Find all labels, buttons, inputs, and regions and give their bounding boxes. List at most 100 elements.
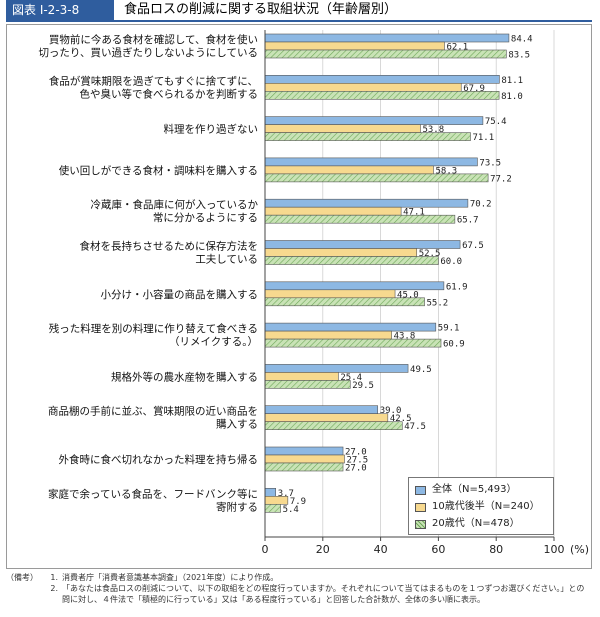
category-label: 小分け・小容量の商品を購入する (101, 288, 259, 301)
bar-twenties (264, 49, 507, 59)
bar-value-label: 67.5 (462, 241, 484, 251)
figure-header: 図表 I-2-3-8 食品ロスの削減に関する取組状況（年齢層別） (6, 0, 592, 20)
legend-swatch-all (415, 485, 426, 495)
bar-value-label: 43.8 (394, 332, 416, 342)
bar-teen (264, 495, 289, 505)
bar-twenties (264, 173, 489, 183)
header-rule (6, 20, 592, 22)
category-label: （リメイクする。） (169, 336, 258, 348)
legend-swatch-twenties (415, 519, 426, 529)
figure-title: 食品ロスの削減に関する取組状況（年齢層別） (124, 2, 398, 17)
bar-value-label: 75.4 (485, 117, 507, 127)
x-tick-label: 80 (489, 543, 503, 556)
bar-value-label: 71.1 (472, 133, 494, 143)
bar-value-label: 60.0 (440, 257, 462, 267)
bar-value-label: 58.3 (435, 166, 457, 176)
notes: （備考） 1. 消費者庁「消費者意識基本調査」（2021年度）により作成。 2.… (6, 572, 592, 605)
chart-legend: 全体（N=5,493） 10歳代後半（N=240） 20歳代（N=478） (408, 477, 554, 535)
bar-value-label: 55.2 (427, 298, 449, 308)
bar-all (264, 33, 510, 43)
bar-value-label: 67.9 (463, 84, 485, 94)
bar-value-label: 29.5 (352, 381, 374, 391)
bar-teen (264, 124, 421, 133)
legend-item-all: 全体（N=5,493） (415, 483, 517, 497)
bar-value-label: 53.8 (422, 125, 444, 135)
bar-all (264, 281, 445, 291)
bar-twenties (264, 462, 344, 472)
bar-teen (264, 413, 389, 423)
bar-value-label: 7.9 (290, 497, 306, 507)
bar-teen (264, 83, 462, 92)
bar-value-label: 77.2 (490, 174, 512, 184)
legend-item-twenties: 20歳代（N=478） (415, 517, 520, 531)
category-label: 工夫している (195, 254, 258, 266)
category-label: 食品が賞味期限を過ぎてもすぐに捨てずに、 (49, 74, 258, 87)
bar-all (264, 364, 409, 373)
category-label: 切ったり、買い過ぎたりしないようにしている (38, 46, 258, 59)
bar-twenties (264, 338, 442, 348)
notes-label: （備考） (6, 573, 38, 582)
legend-item-teen: 10歳代後半（N=240） (415, 500, 540, 514)
bar-value-label: 60.9 (443, 340, 465, 350)
bar-value-label: 81.0 (501, 92, 523, 102)
bar-all (264, 446, 344, 456)
bar-teen (264, 165, 434, 175)
category-label: 外食時に食べ切れなかった料理を持ち帰る (59, 453, 259, 466)
bar-value-label: 3.7 (278, 489, 294, 499)
category-label: 使い回しができる食材・調味料を購入する (59, 164, 258, 177)
bar-all (264, 75, 500, 84)
bar-value-label: 27.0 (345, 448, 367, 458)
bar-teen (264, 206, 402, 216)
category-label: 常に分かるようにする (153, 211, 258, 224)
legend-swatch-teen (415, 502, 426, 512)
bar-value-label: 27.0 (345, 464, 367, 474)
bar-teen (264, 289, 396, 299)
bar-value-label: 49.5 (410, 365, 432, 375)
bar-all (264, 157, 478, 167)
category-label: 残った料理を別の料理に作り替えて食べきる (49, 322, 258, 335)
bar-value-label: 73.5 (479, 158, 501, 168)
bar-value-label: 81.1 (501, 76, 523, 86)
x-tick-label: 40 (374, 543, 388, 556)
x-tick-label: 20 (316, 543, 330, 556)
bar-teen (264, 454, 345, 464)
category-label: 規格外等の農水産物を購入する (111, 370, 258, 383)
bar-teen (264, 41, 445, 51)
legend-label-all: 全体（N=5,493） (432, 484, 517, 495)
bar-all (264, 198, 469, 208)
bar-all (264, 405, 379, 415)
bar-value-label: 65.7 (457, 216, 479, 226)
bar-twenties (264, 297, 425, 307)
bar-twenties (264, 214, 456, 224)
category-label: 冷蔵庫・食品庫に何が入っているか (91, 198, 259, 211)
bar-twenties (264, 503, 281, 513)
bar-value-label: 5.4 (283, 505, 299, 515)
bar-twenties (264, 256, 439, 265)
note-text: 「あなたは食品ロスの削減について、以下の取組をどの程度行っていますか。それぞれに… (62, 584, 585, 604)
bar-twenties (264, 421, 403, 431)
note-text: 消費者庁「消費者意識基本調査」（2021年度）により作成。 (62, 573, 279, 582)
category-label: 料理を作り過ぎない (164, 123, 259, 136)
bar-value-label: 52.5 (419, 249, 441, 259)
bar-value-label: 59.1 (438, 324, 460, 334)
legend-label-teen: 10歳代後半（N=240） (432, 501, 540, 512)
category-label: 買物前に今ある食材を確認して、食材を使い (49, 33, 258, 46)
x-tick-label: 0 (262, 543, 269, 556)
category-label: 購入する (216, 418, 258, 431)
bar-all (264, 322, 437, 332)
note-number: 1. (50, 573, 58, 582)
category-label: 色や臭い等で食べられるかを判断する (80, 87, 259, 100)
bar-all (264, 116, 484, 125)
x-tick-label: 60 (431, 543, 445, 556)
category-label: 寄附する (216, 500, 258, 513)
bar-twenties (264, 380, 351, 389)
x-unit-label: (%) (570, 543, 589, 556)
chart-frame (6, 24, 592, 569)
bar-teen (264, 372, 339, 381)
figure-tag: 図表 I-2-3-8 (6, 0, 114, 20)
bar-value-label: 83.5 (508, 51, 530, 61)
bar-teen (264, 248, 418, 257)
bar-value-label: 70.2 (470, 200, 492, 210)
bar-value-label: 25.4 (340, 373, 362, 383)
category-label: 商品棚の手前に並ぶ、賞味期限の近い商品を (48, 405, 258, 418)
